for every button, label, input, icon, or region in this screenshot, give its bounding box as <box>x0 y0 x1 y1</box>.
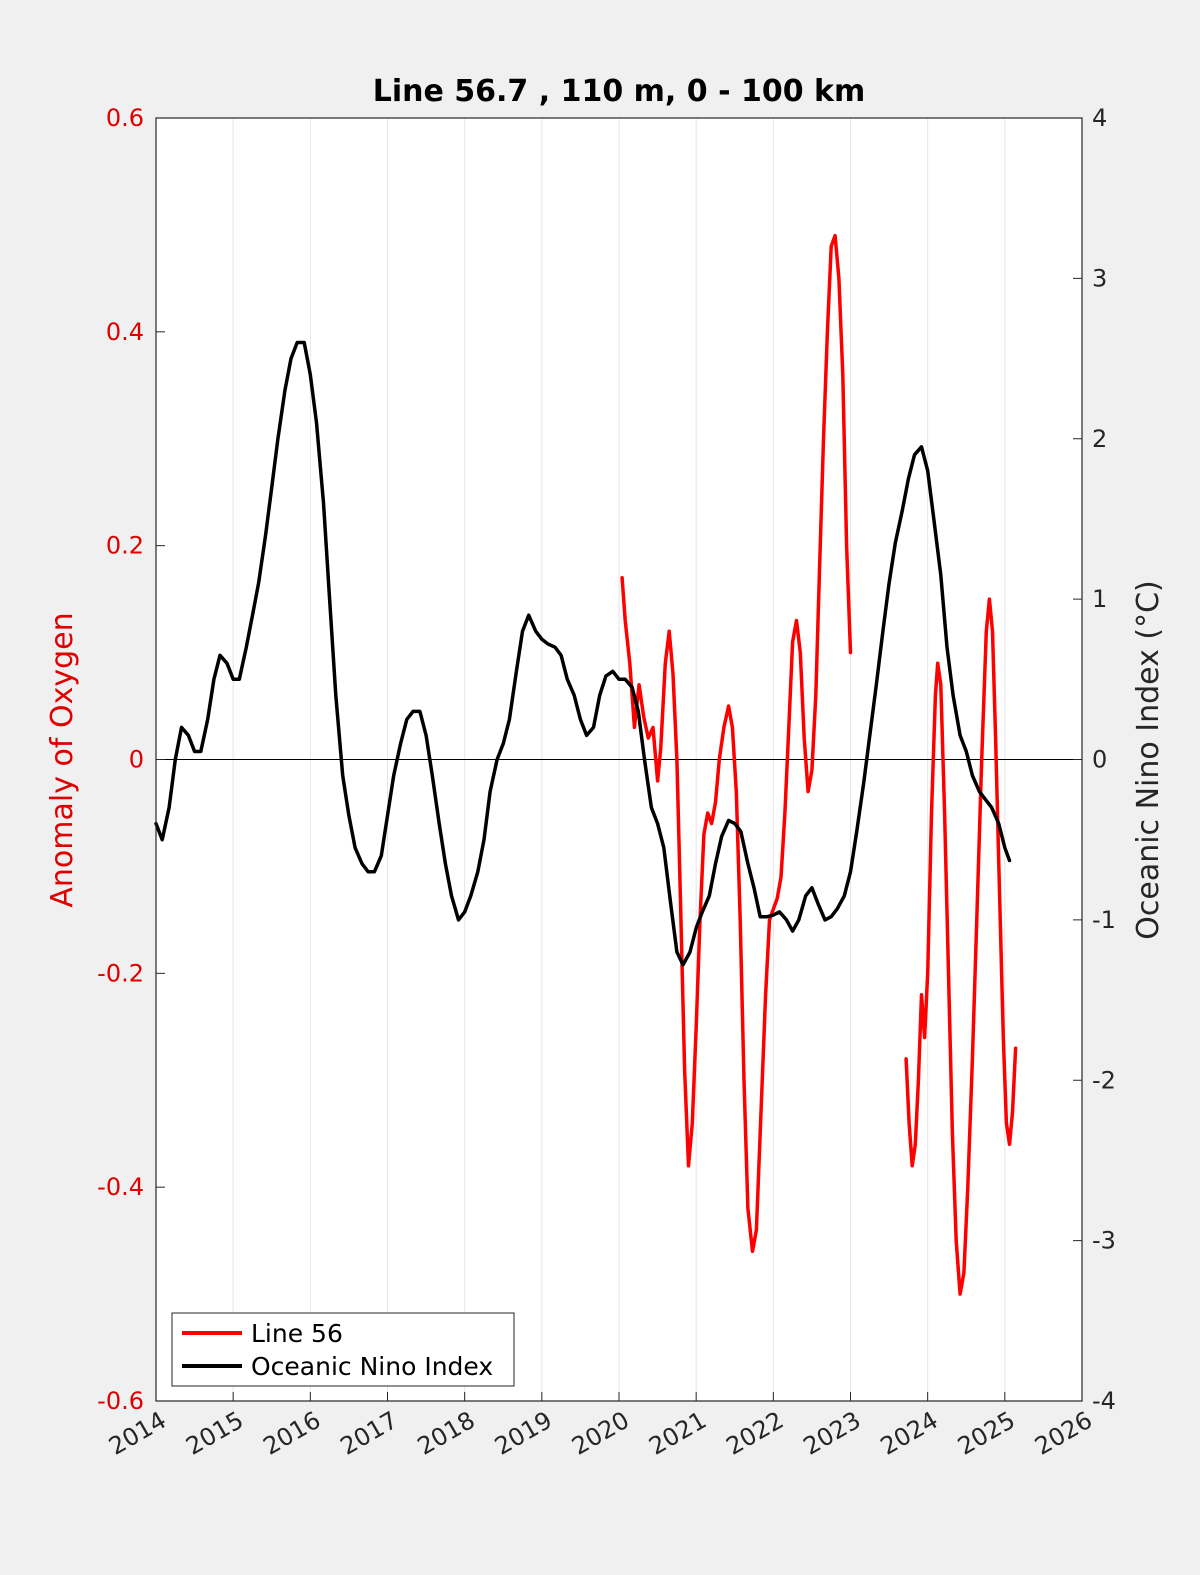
y-right-tick-label: -2 <box>1092 1066 1116 1094</box>
legend: Line 56 Oceanic Nino Index <box>171 1312 515 1387</box>
y-left-tick-label: -0.2 <box>97 959 144 987</box>
series-line56-path <box>904 597 1018 1296</box>
y-left-tick-label: 0.4 <box>106 318 144 346</box>
y-right-tick-label: 0 <box>1092 746 1107 774</box>
legend-label-line56: Line 56 <box>251 1319 343 1348</box>
series-layer <box>154 233 1018 1296</box>
y-axis-left: -0.6 -0.4 -0.2 0 0.2 0.4 0.6 <box>97 104 165 1415</box>
y-axis-left-label: Anomaly of Oxygen <box>45 612 80 907</box>
legend-box <box>171 1312 515 1387</box>
y-right-tick-label: -4 <box>1092 1387 1116 1415</box>
y-left-tick-label: 0.2 <box>106 532 144 560</box>
y-right-tick-label: 3 <box>1092 264 1107 292</box>
legend-label-oni: Oceanic Nino Index <box>251 1352 493 1381</box>
series-line56-path <box>620 233 853 1254</box>
y-right-tick-label: -3 <box>1092 1227 1116 1255</box>
y-right-tick-label: 1 <box>1092 585 1107 613</box>
y-axis-right-label: Oceanic Nino Index (°C) <box>1131 580 1166 940</box>
y-right-tick-label: -1 <box>1092 906 1116 934</box>
y-axis-right: -4 -3 -2 -1 0 1 2 3 4 <box>1073 104 1116 1415</box>
y-right-tick-label: 4 <box>1092 104 1107 132</box>
chart-title: Line 56.7 , 110 m, 0 - 100 km <box>373 74 866 109</box>
y-left-tick-label: 0 <box>129 746 144 774</box>
y-left-tick-label: -0.6 <box>97 1387 144 1415</box>
series-oni-path <box>154 340 1012 967</box>
y-right-tick-label: 2 <box>1092 425 1107 453</box>
y-left-tick-label: 0.6 <box>106 104 144 132</box>
y-left-tick-label: -0.4 <box>97 1173 144 1201</box>
